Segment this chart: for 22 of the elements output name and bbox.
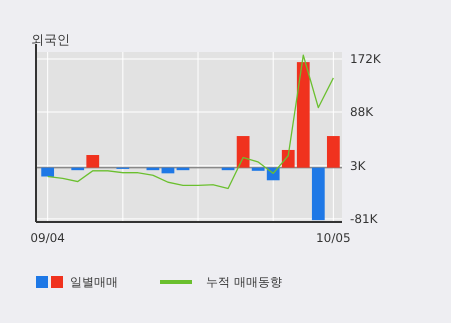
x-tick-label: 10/05 (316, 231, 351, 245)
y-tick-label: -81K (350, 212, 379, 226)
bar (326, 136, 340, 168)
bar (176, 168, 190, 170)
bar (162, 168, 174, 174)
bar (146, 168, 160, 170)
line-series (46, 54, 334, 190)
chart-title: 외국인 (31, 33, 70, 48)
bar (222, 168, 234, 170)
bar (236, 136, 250, 168)
x-tick-label: 09/04 (30, 231, 65, 245)
legend-label: 일별매매 (70, 275, 118, 290)
legend-label: 누적 매매동향 (206, 275, 282, 290)
y-tick-label: 3K (350, 158, 367, 173)
bar (71, 168, 84, 170)
bar (41, 168, 54, 176)
y-tick-label: 88K (350, 105, 374, 120)
y-tick-label: 172K (350, 52, 382, 66)
bar (296, 62, 310, 168)
bar (312, 168, 325, 220)
bar (86, 155, 100, 168)
bar (252, 168, 265, 171)
